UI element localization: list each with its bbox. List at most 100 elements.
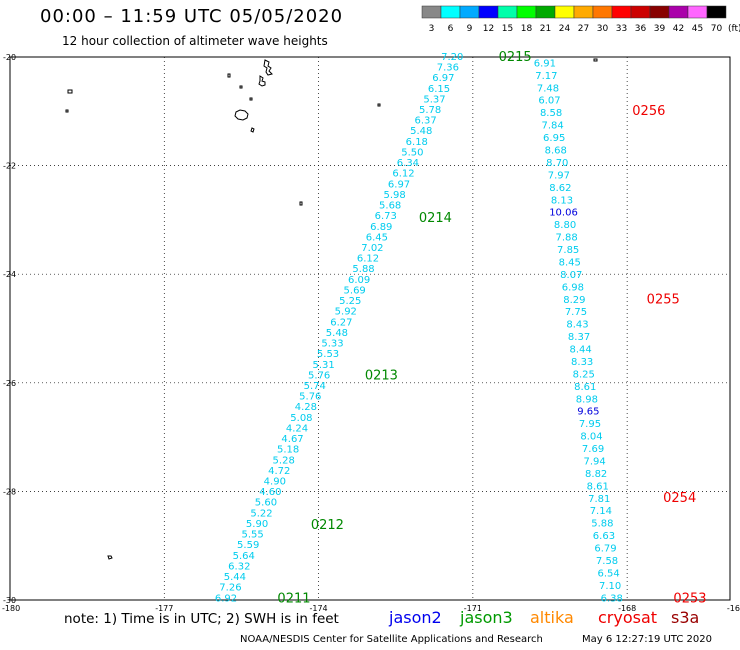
- footer-timestamp: May 6 12:27:19 UTC 2020: [582, 634, 712, 645]
- wave-height-value: 8.61: [574, 382, 596, 393]
- wave-height-value: 7.26: [219, 583, 241, 594]
- wave-height-value: 5.48: [326, 328, 348, 339]
- wave-height-value: 7.97: [548, 170, 570, 181]
- wave-height-value: 6.54: [597, 568, 619, 579]
- wave-height-value: 7.81: [588, 494, 610, 505]
- wave-height-value: 10.06: [549, 208, 578, 219]
- lat-label: -30: [3, 596, 16, 605]
- colorbar-label: 36: [635, 24, 647, 34]
- map-frame: [9, 56, 731, 601]
- wave-height-value: 5.44: [224, 572, 246, 583]
- wave-height-value: 6.97: [388, 179, 410, 190]
- wave-height-value: 6.73: [375, 211, 397, 222]
- colorbar-label: 70: [711, 24, 723, 34]
- wave-height-value: 6.45: [366, 232, 388, 243]
- wave-height-value: 7.48: [537, 83, 559, 94]
- wave-height-value: 5.22: [250, 508, 272, 519]
- wave-height-value: 6.63: [593, 531, 615, 542]
- wave-height-value: 6.37: [415, 116, 437, 127]
- lon-label: -180: [2, 604, 20, 613]
- lon-label: -171: [464, 604, 482, 613]
- wave-height-value: 7.02: [361, 243, 383, 254]
- wave-height-value: 6.92: [215, 593, 237, 604]
- altimeter-tracks: 7.207.366.976.155.375.786.375.486.185.50…: [215, 50, 707, 606]
- wave-height-value: 8.98: [576, 394, 598, 405]
- wave-height-value: 5.33: [321, 339, 343, 350]
- wave-height-value: 5.59: [237, 540, 259, 551]
- wave-height-value: 5.88: [591, 519, 613, 530]
- wave-height-value: 6.12: [392, 169, 414, 180]
- wave-height-value: 6.89: [370, 222, 392, 233]
- colorbar-label: 27: [578, 24, 589, 34]
- pass-time-label: 0255: [647, 293, 680, 308]
- lat-label: -22: [3, 162, 16, 171]
- colorbar-label: 3: [429, 24, 435, 34]
- wave-height-value: 7.69: [582, 444, 604, 455]
- colorbar-label: 9: [467, 24, 473, 34]
- wave-height-value: 8.44: [569, 345, 591, 356]
- wave-height-value: 6.98: [562, 282, 584, 293]
- wave-height-value: 6.12: [357, 254, 379, 265]
- wave-height-value: 6.91: [534, 58, 556, 69]
- pass-time-label: 0213: [365, 369, 398, 384]
- wave-height-value: 6.38: [601, 593, 623, 604]
- wave-height-value: 5.53: [317, 349, 339, 360]
- pass-time-label: 0253: [673, 591, 706, 606]
- island-outline: [65, 58, 598, 560]
- wave-height-value: 8.13: [551, 195, 573, 206]
- pass-time-label: 0215: [499, 50, 532, 65]
- wave-height-value: 5.28: [273, 455, 295, 466]
- lon-label: -16: [727, 604, 740, 613]
- wave-height-value: 8.45: [559, 257, 581, 268]
- pass-time-label: 0254: [663, 491, 696, 506]
- wave-height-value: 4.28: [295, 402, 317, 413]
- wave-height-value: 8.04: [580, 432, 602, 443]
- wave-height-value: 5.50: [401, 147, 423, 158]
- wave-height-value: 5.88: [352, 264, 374, 275]
- wave-height-value: 6.34: [397, 158, 419, 169]
- colorbar-label: 6: [448, 24, 454, 34]
- lat-label: -26: [3, 379, 16, 388]
- satellite-jason2: jason2: [389, 608, 442, 627]
- wave-height-value: 8.37: [568, 332, 590, 343]
- lat-label: -24: [3, 270, 16, 279]
- wave-height-value: 8.29: [563, 295, 585, 306]
- wave-height-value: 6.32: [228, 561, 250, 572]
- wave-height-value: 5.08: [290, 413, 312, 424]
- colorbar-label: 21: [540, 24, 551, 34]
- footer-credit: NOAA/NESDIS Center for Satellite Applica…: [240, 634, 543, 645]
- wave-height-value: 4.24: [286, 423, 308, 434]
- wave-height-value: 7.20: [441, 52, 463, 63]
- page-title: 00:00 – 11:59 UTC 05/05/2020: [40, 6, 344, 27]
- wave-height-value: 5.90: [246, 519, 268, 530]
- wave-height-value: 8.82: [585, 469, 607, 480]
- wave-height-value: 6.15: [428, 84, 450, 95]
- wave-height-value: 8.58: [540, 108, 562, 119]
- wave-height-value: 4.60: [259, 487, 281, 498]
- wave-height-value: 8.68: [545, 145, 567, 156]
- wave-height-value: 6.09: [348, 275, 370, 286]
- wave-height-value: 5.68: [379, 201, 401, 212]
- wave-height-value: 5.78: [419, 105, 441, 116]
- wave-height-value: 6.79: [594, 544, 616, 555]
- wave-height-value: 5.55: [241, 530, 263, 541]
- wave-height-value: 7.85: [557, 245, 579, 256]
- wave-height-value: 7.17: [535, 71, 557, 82]
- wave-height-value: 8.61: [587, 481, 609, 492]
- wave-height-value: 5.76: [299, 392, 321, 403]
- colorbar-label: 18: [521, 24, 533, 34]
- wave-height-value: 5.37: [423, 94, 445, 105]
- units-note: note: 1) Time is in UTC; 2) SWH is in fe…: [64, 611, 339, 627]
- wave-height-value: 5.69: [344, 285, 366, 296]
- coastline: [65, 58, 598, 560]
- wave-height-value: 8.33: [571, 357, 593, 368]
- colorbar-label: 45: [692, 24, 703, 34]
- pass-time-label: 0214: [419, 211, 452, 226]
- wave-height-value: 5.64: [233, 551, 255, 562]
- wave-height-value: 8.07: [560, 270, 582, 281]
- colorbar-label: 42: [673, 24, 684, 34]
- wave-height-value: 4.90: [264, 477, 286, 488]
- wave-height-value: 8.80: [554, 220, 576, 231]
